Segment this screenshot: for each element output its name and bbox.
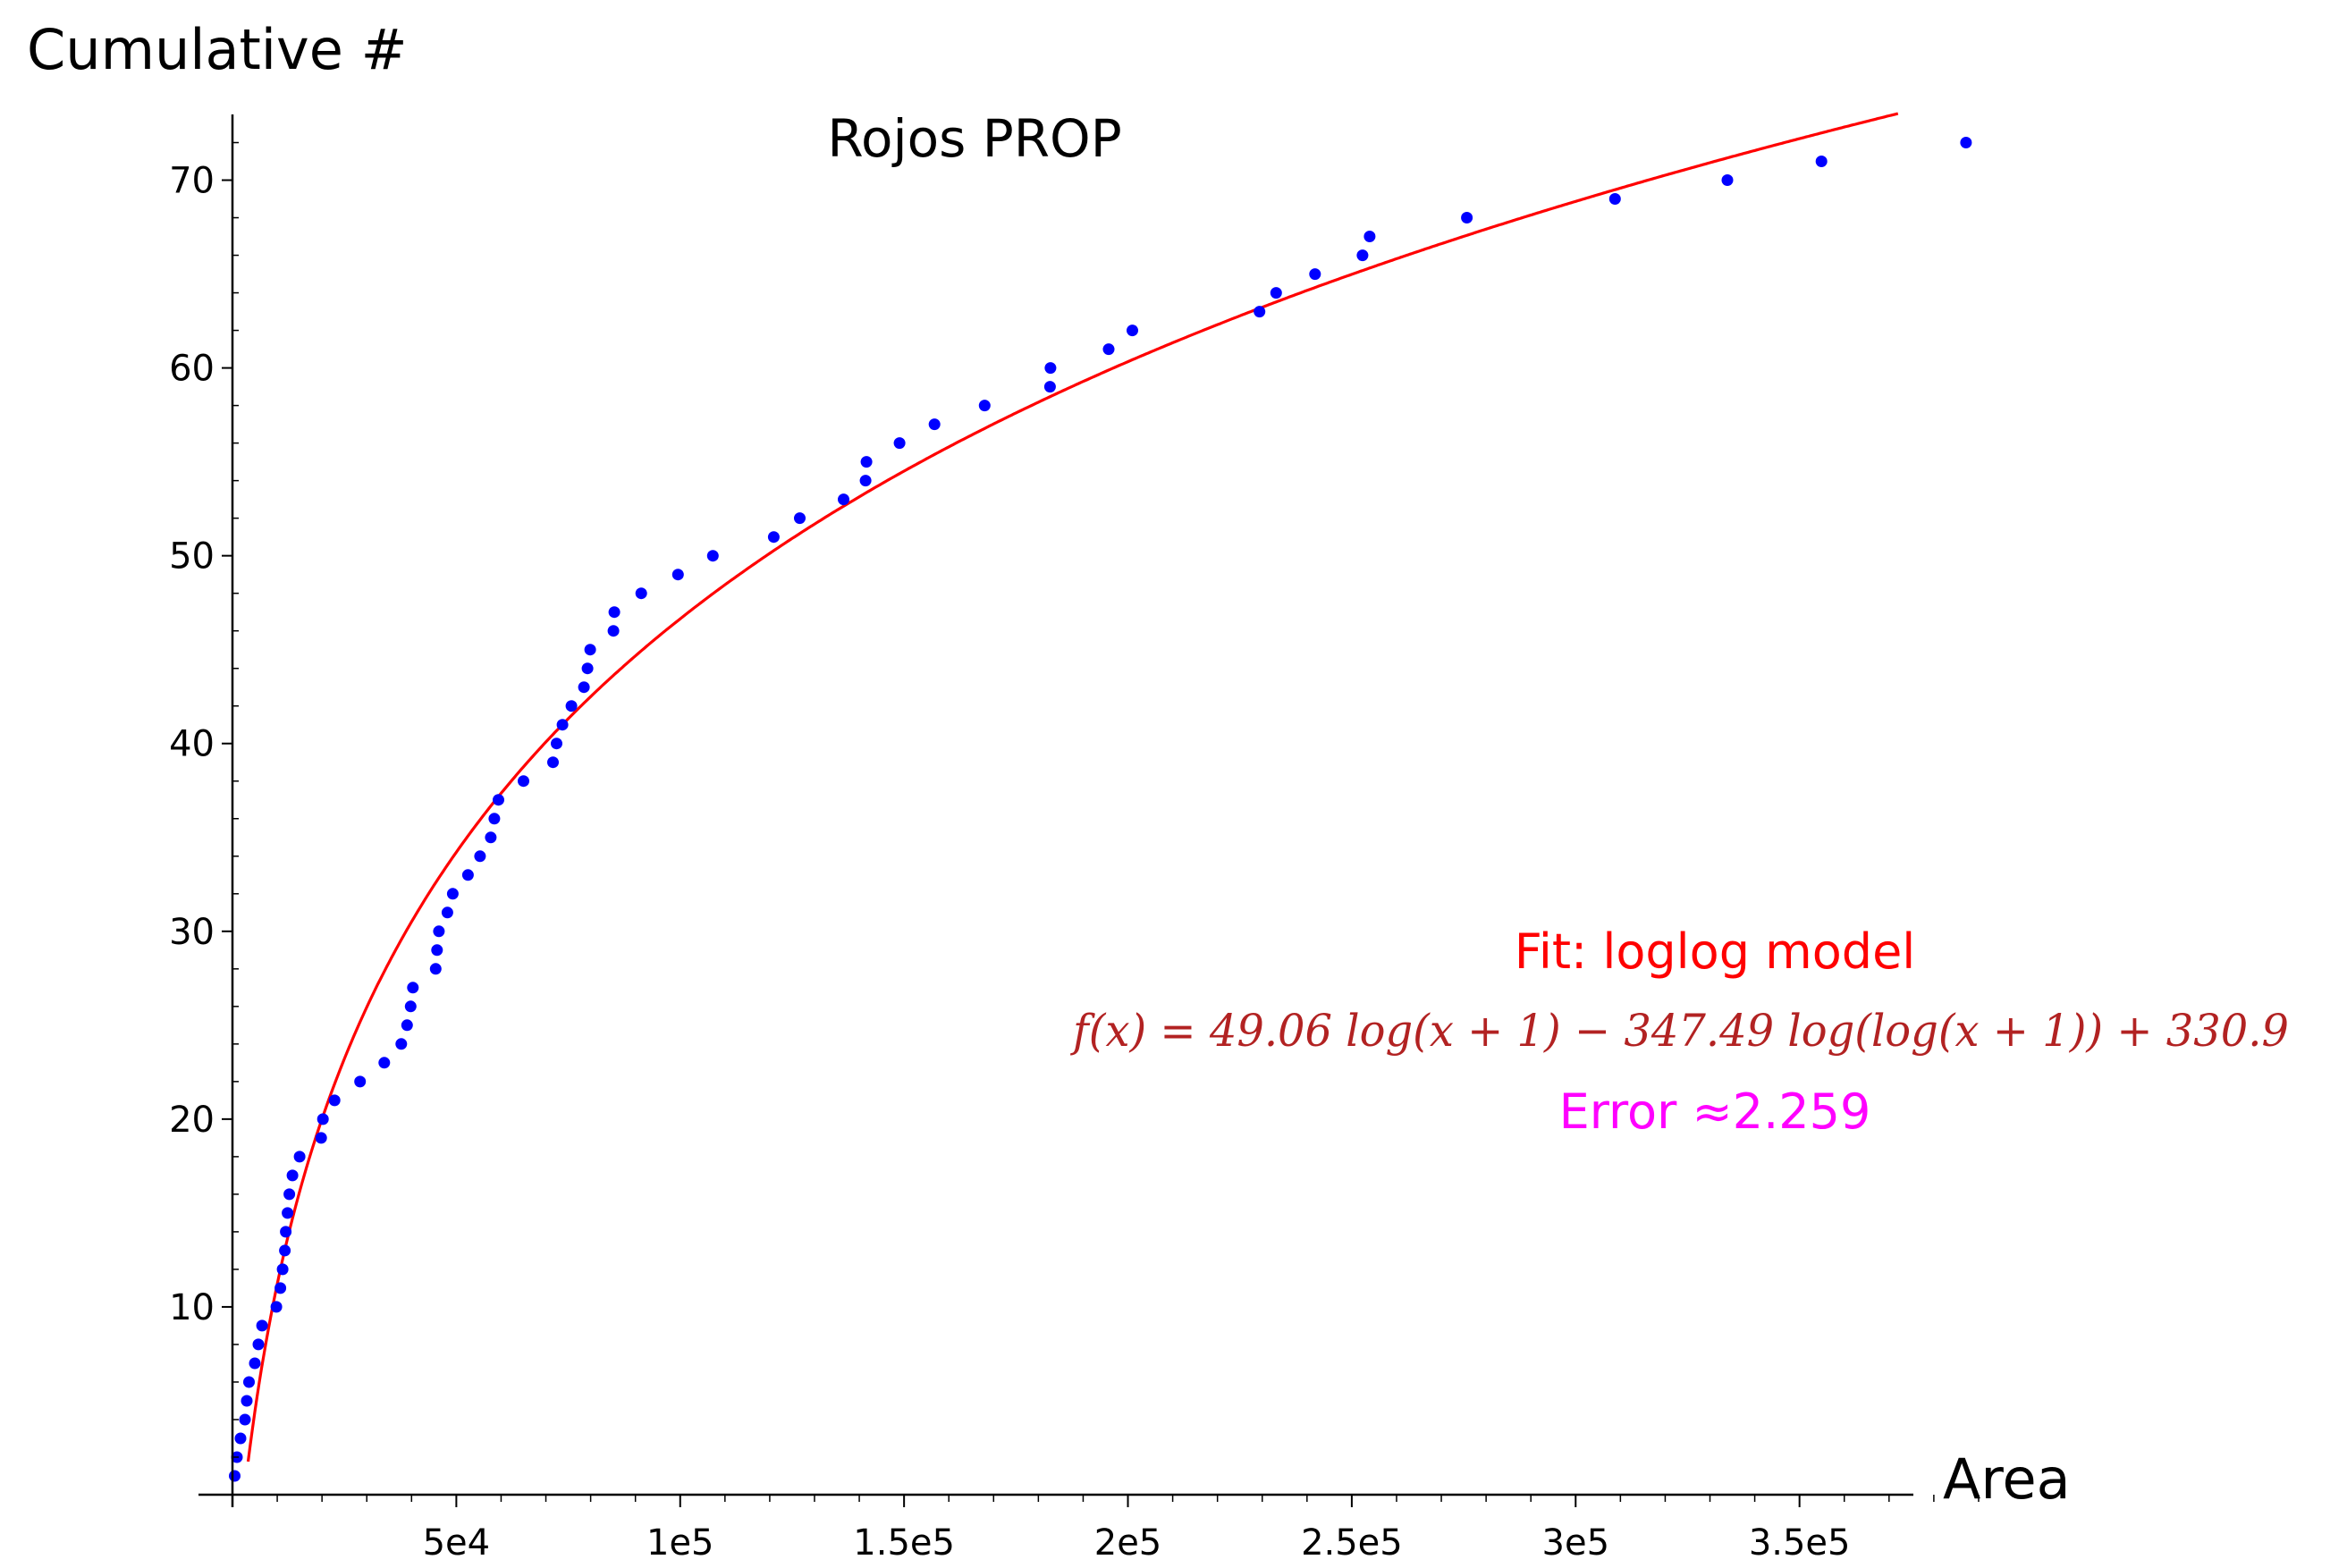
data-point: [485, 831, 497, 844]
data-point: [283, 1188, 296, 1201]
data-point: [671, 569, 684, 581]
data-point: [395, 1038, 408, 1050]
data-point: [578, 681, 590, 694]
x-tick-label: 2.5e5: [1301, 1522, 1403, 1564]
data-point: [978, 400, 991, 412]
data-point: [256, 1319, 268, 1332]
y-tick-label: 50: [169, 536, 215, 577]
fit-curve-line: [246, 112, 1899, 1463]
data-point: [493, 794, 504, 806]
data-point: [1270, 287, 1282, 299]
data-point: [401, 1019, 413, 1032]
data-point: [446, 888, 459, 900]
data-point: [474, 850, 486, 863]
fit-formula: f(x) = 49.06 log(x + 1) − 347.49 log(log…: [1069, 1005, 2289, 1057]
x-tick-label: 3.5e5: [1749, 1522, 1851, 1564]
data-point: [1815, 156, 1828, 167]
data-point: [241, 1395, 253, 1407]
y-tick-label: 20: [169, 1100, 215, 1141]
data-point: [928, 418, 941, 431]
y-tick-label: 10: [169, 1287, 215, 1328]
data-point: [315, 1132, 327, 1144]
axis-ticks-layer: 5e4 1e5 1.5e5 2e5 2.5e5 3e5 3.5e5 10 20 30 40 50 60 7…: [169, 141, 1980, 1564]
y-tick-label: 30: [169, 912, 215, 953]
fit-model-label: Fit: loglog model: [1515, 923, 1916, 980]
data-point: [1309, 268, 1321, 281]
x-tick-label: 1.5e5: [853, 1522, 955, 1564]
data-point: [378, 1057, 391, 1069]
data-point: [441, 906, 453, 919]
data-point: [767, 531, 780, 544]
data-point: [317, 1113, 329, 1125]
data-point: [429, 963, 442, 975]
data-point: [794, 512, 806, 525]
data-point: [547, 756, 559, 769]
data-point: [354, 1075, 367, 1088]
data-point: [234, 1432, 247, 1445]
data-point: [607, 625, 620, 637]
data-point: [1254, 306, 1266, 318]
data-point: [1721, 174, 1734, 186]
data-point: [461, 869, 474, 881]
data-point: [635, 587, 647, 600]
data-point: [581, 662, 594, 675]
x-tick-label: 5e4: [423, 1522, 491, 1564]
data-point: [838, 493, 849, 506]
data-point: [1102, 343, 1115, 356]
data-point: [229, 1470, 241, 1482]
data-point: [270, 1301, 283, 1313]
data-point: [431, 944, 443, 957]
data-point: [859, 475, 872, 487]
data-point: [433, 925, 445, 938]
data-point: [243, 1376, 255, 1388]
x-tick-label: 3e5: [1542, 1522, 1610, 1564]
data-point: [293, 1151, 306, 1163]
data-point: [488, 813, 501, 825]
data-point: [279, 1244, 291, 1257]
data-point: [282, 1207, 294, 1219]
data-point: [280, 1226, 292, 1238]
x-tick-label: 1e5: [646, 1522, 714, 1564]
data-point: [893, 437, 906, 450]
data-point: [1363, 231, 1376, 242]
data-point: [239, 1413, 251, 1426]
data-point: [860, 456, 873, 468]
data-point: [551, 738, 562, 750]
x-axis-label: Area: [1943, 1446, 2071, 1512]
data-point: [584, 644, 596, 656]
data-point: [276, 1263, 289, 1276]
data-point: [1608, 193, 1621, 205]
fit-curve-layer: [246, 112, 1899, 1463]
y-tick-label: 60: [169, 349, 215, 390]
data-point: [407, 982, 419, 994]
data-point: [252, 1338, 265, 1351]
data-point: [518, 775, 529, 788]
data-point: [328, 1094, 341, 1107]
data-point: [556, 719, 569, 731]
y-tick-label: 40: [169, 724, 215, 765]
data-points-layer: [229, 137, 1972, 1482]
data-point: [286, 1169, 299, 1182]
data-point: [565, 700, 578, 712]
data-point: [249, 1357, 261, 1370]
data-point: [404, 1000, 417, 1013]
data-point: [1461, 212, 1473, 223]
data-point: [1043, 381, 1056, 393]
data-point: [274, 1282, 287, 1294]
chart-title: Rojos PROP: [827, 108, 1121, 169]
data-point: [1127, 325, 1138, 337]
data-point: [1960, 137, 1972, 148]
y-axis-label: Cumulative #: [27, 17, 408, 82]
data-point: [1356, 249, 1369, 262]
data-point: [706, 550, 719, 562]
data-point: [1044, 362, 1057, 375]
y-tick-label: 70: [169, 161, 215, 202]
data-point: [608, 606, 621, 619]
x-tick-label: 2e5: [1094, 1522, 1162, 1564]
fit-error: Error ≈2.259: [1559, 1083, 1871, 1140]
